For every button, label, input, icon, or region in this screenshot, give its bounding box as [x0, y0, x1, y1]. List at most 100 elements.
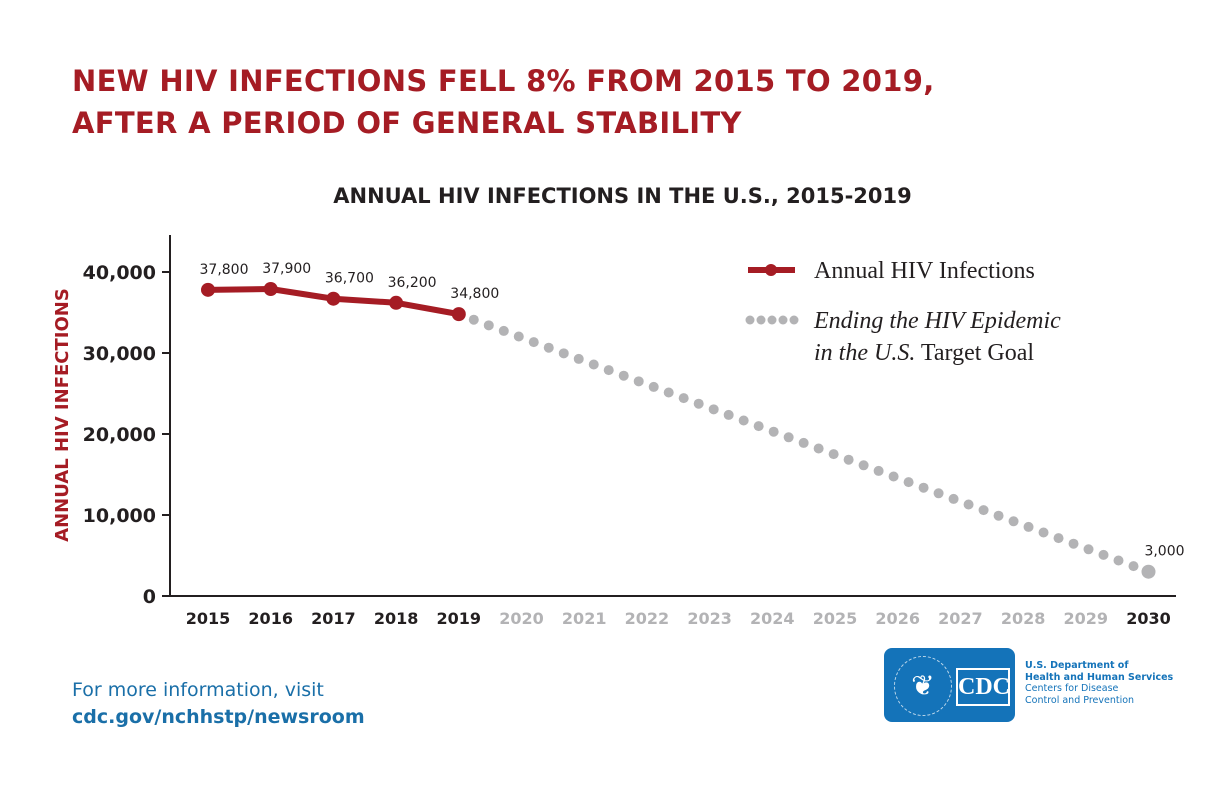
- target-dot: [738, 415, 749, 426]
- target-dot: [483, 320, 494, 331]
- y-tick-label: 40,000: [83, 262, 156, 284]
- target-dot: [888, 471, 899, 482]
- target-dot: [948, 493, 959, 504]
- target-dot: [723, 409, 734, 420]
- target-dot: [828, 449, 839, 460]
- target-dot: [783, 432, 794, 443]
- data-label: 3,000: [1144, 544, 1184, 560]
- headline-line-1: NEW HIV INFECTIONS FELL 8% FROM 2015 TO …: [72, 64, 935, 98]
- target-dot: [753, 421, 764, 432]
- target-dot: [978, 505, 989, 516]
- target-dot: [918, 482, 929, 493]
- x-tick-label: 2026: [875, 609, 920, 628]
- data-point: [263, 282, 278, 297]
- x-tick-label: 2025: [813, 609, 858, 628]
- y-tick-label: 30,000: [83, 343, 156, 365]
- chart-title: ANNUAL HIV INFECTIONS IN THE U.S., 2015-…: [333, 184, 912, 208]
- data-point: [451, 307, 466, 322]
- data-label: 36,700: [325, 271, 374, 287]
- x-tick-label: 2015: [186, 609, 231, 628]
- x-tick-label: 2029: [1064, 609, 1109, 628]
- y-tick-label: 0: [143, 586, 156, 608]
- target-dot: [603, 365, 614, 376]
- target-dot: [498, 325, 509, 336]
- target-dot: [648, 381, 659, 392]
- hhs-cdc-logo: ❦ CDC: [884, 648, 1015, 722]
- footer: For more information, visit cdc.gov/nchh…: [72, 677, 365, 731]
- target-point-2030: [1141, 564, 1156, 579]
- data-point: [389, 295, 404, 310]
- legend-actual-marker: [765, 264, 777, 276]
- cdc-logo-text: CDC: [956, 668, 1010, 706]
- y-tick-label: 10,000: [83, 505, 156, 527]
- agency-line: Health and Human Services: [1025, 671, 1174, 683]
- target-dot: [1083, 544, 1094, 555]
- target-dot: [903, 477, 914, 488]
- target-dot: [588, 359, 599, 370]
- x-tick-label: 2016: [248, 609, 293, 628]
- target-dot: [798, 437, 809, 448]
- target-dot: [993, 510, 1004, 521]
- headline: NEW HIV INFECTIONS FELL 8% FROM 2015 TO …: [72, 60, 935, 144]
- legend-target-dot: [745, 315, 755, 325]
- data-point: [326, 291, 341, 306]
- target-dot: [1053, 533, 1064, 544]
- legend-target-dot: [756, 315, 766, 325]
- data-label: 37,800: [200, 262, 249, 278]
- target-dot: [618, 370, 629, 381]
- target-dot: [963, 499, 974, 510]
- x-tick-label: 2019: [437, 609, 482, 628]
- x-tick-label: 2028: [1001, 609, 1046, 628]
- x-tick-label: 2027: [938, 609, 983, 628]
- target-dot: [513, 331, 524, 342]
- target-dot: [768, 426, 779, 437]
- target-dot: [468, 314, 479, 325]
- data-label: 36,200: [388, 275, 437, 291]
- target-dot: [1008, 516, 1019, 527]
- x-tick-label: 2021: [562, 609, 607, 628]
- y-tick-label: 20,000: [83, 424, 156, 446]
- target-dot: [933, 488, 944, 499]
- target-dot: [663, 387, 674, 398]
- legend-target-label-line2: in the U.S. Target Goal: [814, 340, 1034, 366]
- target-dot: [678, 393, 689, 404]
- target-dot: [1113, 555, 1124, 566]
- target-dot: [1128, 561, 1139, 572]
- legend-target-dot: [789, 315, 799, 325]
- y-axis-label: ANNUAL HIV INFECTIONS: [52, 288, 73, 542]
- legend-target-dot: [778, 315, 788, 325]
- legend-target-dot: [767, 315, 777, 325]
- data-point: [201, 282, 215, 297]
- footer-text: For more information, visit: [72, 679, 324, 701]
- target-dot: [1023, 521, 1034, 532]
- data-label: 37,900: [262, 261, 311, 277]
- agency-line: U.S. Department of: [1025, 660, 1129, 671]
- x-tick-label: 2017: [311, 609, 356, 628]
- headline-line-2: AFTER A PERIOD OF GENERAL STABILITY: [72, 106, 742, 140]
- target-dot: [843, 454, 854, 465]
- target-dot: [693, 398, 704, 409]
- x-tick-label: 2024: [750, 609, 795, 628]
- legend-target-label: Ending the HIV Epidemic: [813, 308, 1061, 334]
- target-dot: [708, 404, 719, 415]
- target-dot: [543, 342, 554, 353]
- agency-line: Centers for Disease: [1025, 683, 1119, 694]
- target-dot: [573, 353, 584, 364]
- data-label: 34,800: [450, 286, 499, 302]
- footer-link[interactable]: cdc.gov/nchhstp/newsroom: [72, 706, 365, 728]
- agency-name: U.S. Department of Health and Human Serv…: [1025, 660, 1173, 706]
- target-dot: [558, 348, 569, 359]
- x-tick-label: 2018: [374, 609, 419, 628]
- x-tick-label: 2020: [499, 609, 544, 628]
- legend-actual-label: Annual HIV Infections: [814, 258, 1035, 284]
- agency-line: Control and Prevention: [1025, 694, 1135, 706]
- target-dot: [633, 376, 644, 387]
- target-dot: [813, 443, 824, 454]
- target-dot: [858, 460, 869, 471]
- hhs-eagle-icon: ❦: [894, 656, 952, 716]
- x-tick-label: 2023: [687, 609, 732, 628]
- target-dot: [1038, 527, 1049, 538]
- target-dot: [1068, 538, 1079, 549]
